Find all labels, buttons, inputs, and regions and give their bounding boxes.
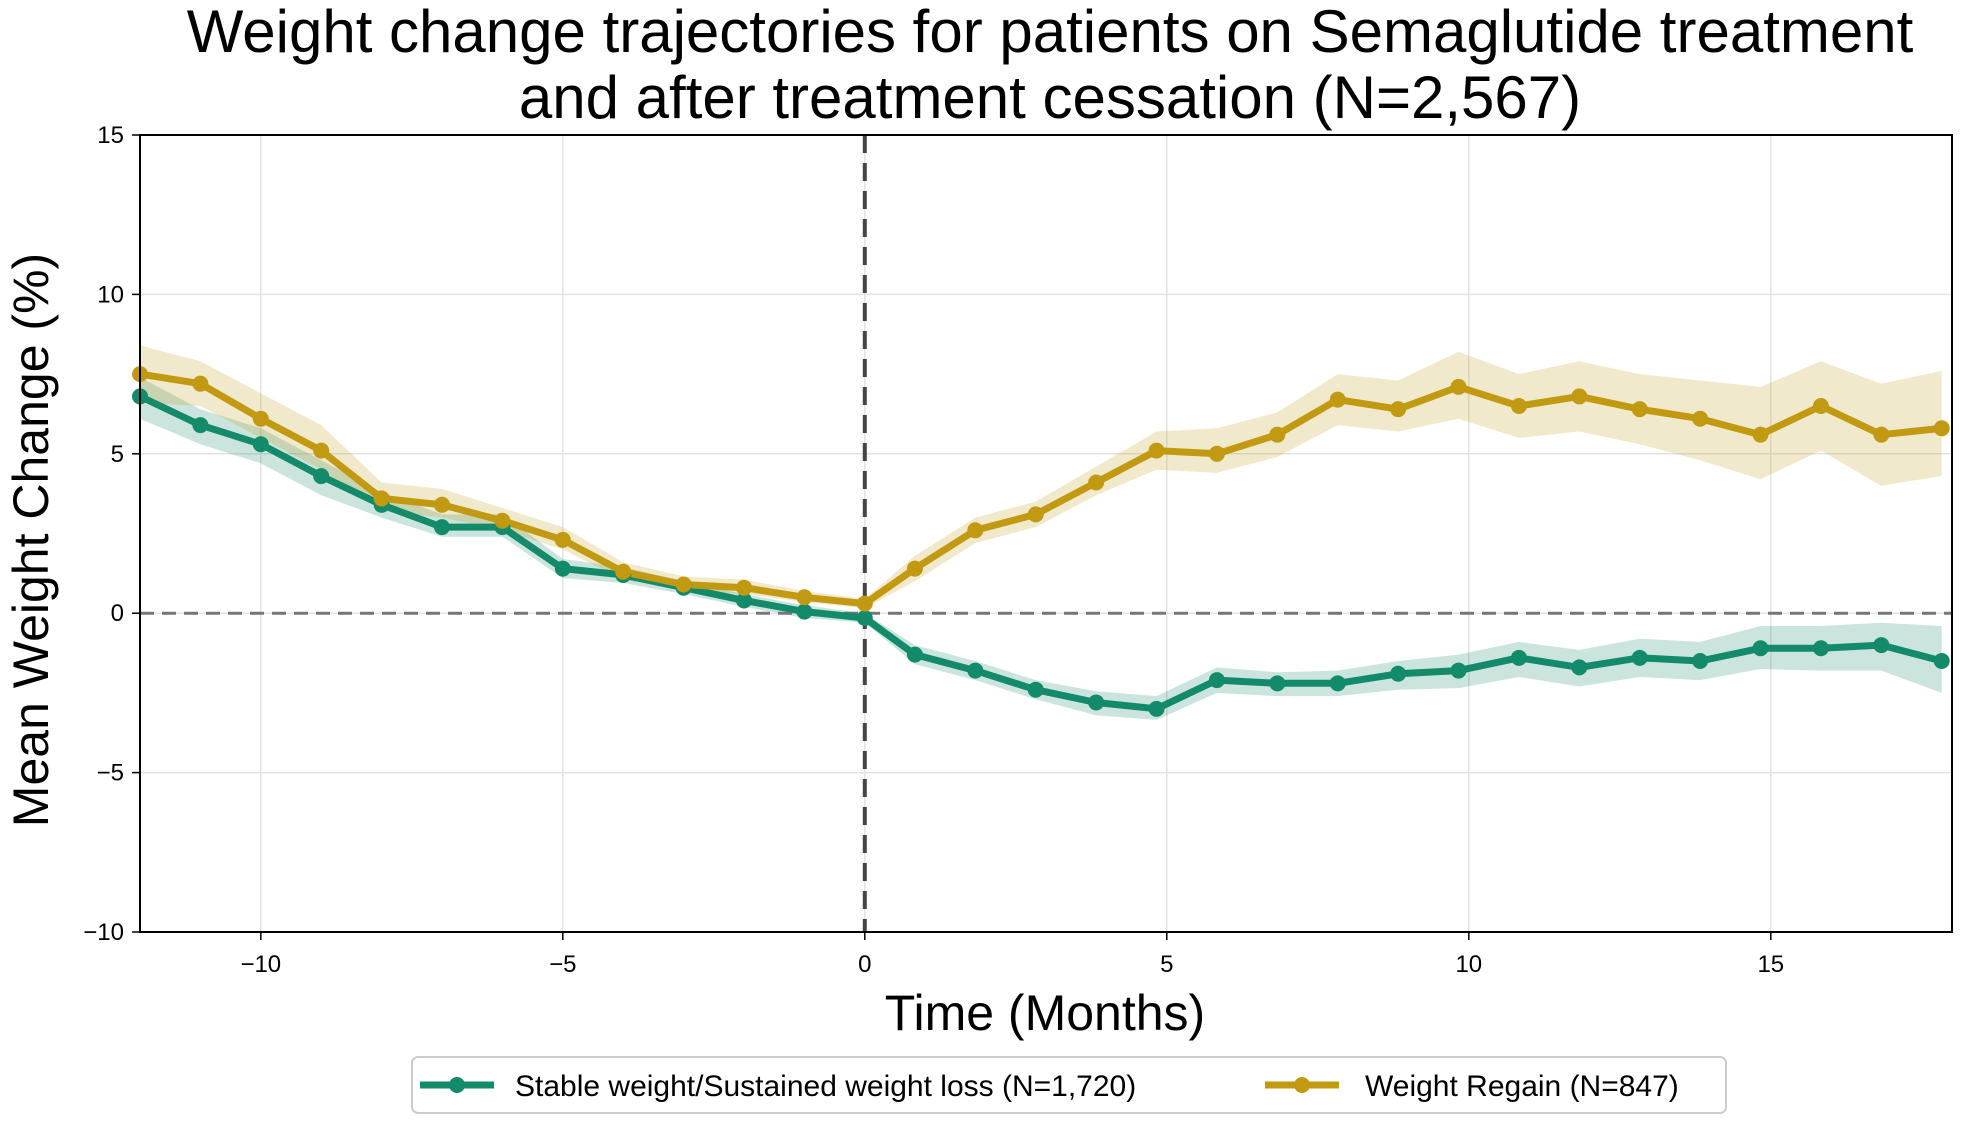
- point-stable-10: [736, 592, 752, 609]
- point-regain-29: [1873, 426, 1890, 443]
- x-tick-label-5: 15: [1757, 951, 1784, 978]
- chart-title-line-1: Weight change trajectories for patients …: [187, 0, 1914, 65]
- point-regain-21: [1390, 401, 1407, 418]
- x-tick-label-0: −10: [240, 951, 281, 978]
- point-stable-23: [1510, 649, 1527, 666]
- point-stable-21: [1390, 665, 1407, 682]
- grid-lines: [140, 134, 1952, 933]
- point-stable-20: [1329, 675, 1346, 692]
- legend-label-regain: Weight Regain (N=847): [1365, 1070, 1679, 1103]
- y-tick-label-4: 10: [97, 281, 124, 308]
- legend: Stable weight/Sustained weight loss (N=1…: [411, 1056, 1727, 1114]
- point-regain-17: [1148, 442, 1165, 459]
- y-tick-label-0: −10: [83, 919, 124, 946]
- point-regain-18: [1208, 445, 1225, 462]
- point-stable-13: [906, 646, 923, 663]
- point-stable-30: [1933, 653, 1950, 670]
- y-axis-ticks: −10 −5 0 5 10 15: [83, 122, 140, 946]
- point-stable-29: [1873, 637, 1890, 654]
- y-tick-label-3: 5: [111, 441, 124, 468]
- x-tick-label-2: 0: [858, 951, 871, 978]
- x-axis-label: Time (Months): [885, 985, 1205, 1041]
- point-regain-1: [192, 375, 209, 392]
- point-regain-27: [1752, 426, 1769, 443]
- point-regain-15: [1027, 506, 1044, 523]
- x-tick-label-1: −5: [549, 951, 576, 978]
- y-tick-label-1: −5: [97, 760, 124, 787]
- point-regain-4: [373, 490, 390, 507]
- point-regain-26: [1692, 410, 1709, 427]
- point-regain-16: [1088, 474, 1105, 491]
- y-tick-label-2: 0: [111, 600, 124, 627]
- point-regain-3: [313, 442, 330, 459]
- point-stable-28: [1812, 640, 1829, 657]
- point-stable-16: [1088, 694, 1105, 711]
- point-regain-8: [615, 563, 632, 580]
- point-stable-11: [796, 603, 813, 620]
- point-stable-17: [1148, 700, 1165, 717]
- point-regain-23: [1510, 397, 1527, 414]
- point-regain-5: [434, 496, 450, 513]
- point-stable-12: [856, 609, 873, 626]
- y-axis-label: Mean Weight Change (%): [3, 253, 59, 827]
- point-stable-5: [434, 519, 450, 536]
- point-regain-10: [736, 579, 752, 596]
- point-regain-19: [1269, 426, 1286, 443]
- point-regain-24: [1571, 388, 1588, 405]
- point-regain-22: [1450, 378, 1467, 395]
- reference-lines: [140, 135, 1952, 932]
- point-stable-27: [1752, 640, 1769, 657]
- legend-swatch-stable-marker: [449, 1077, 465, 1093]
- confidence-bands: [140, 345, 1942, 720]
- x-tick-label-4: 10: [1455, 951, 1482, 978]
- point-regain-13: [906, 560, 923, 577]
- point-stable-14: [967, 662, 984, 679]
- point-regain-28: [1812, 397, 1829, 414]
- point-stable-24: [1571, 659, 1588, 676]
- y-tick-label-5: 15: [97, 122, 124, 149]
- point-stable-7: [554, 560, 571, 577]
- plot-frame: [139, 134, 1953, 933]
- point-stable-26: [1692, 653, 1709, 670]
- point-regain-30: [1933, 420, 1950, 437]
- series-points: [132, 366, 1950, 717]
- point-regain-9: [675, 576, 692, 593]
- legend-box: [411, 1056, 1727, 1114]
- legend-label-stable: Stable weight/Sustained weight loss (N=1…: [515, 1070, 1136, 1103]
- point-regain-20: [1329, 391, 1346, 408]
- point-stable-25: [1631, 649, 1648, 666]
- point-regain-7: [554, 531, 571, 548]
- point-stable-15: [1027, 681, 1044, 698]
- point-regain-2: [252, 410, 269, 427]
- x-axis-ticks: −10 −5 0 5 10 15: [240, 932, 1784, 978]
- point-regain-6: [494, 512, 511, 529]
- point-stable-3: [313, 468, 330, 485]
- point-regain-14: [967, 522, 984, 539]
- point-stable-19: [1269, 675, 1286, 692]
- point-stable-2: [252, 436, 269, 453]
- chart-title-line-2: and after treatment cessation (N=2,567): [519, 64, 1581, 131]
- point-regain-11: [796, 589, 813, 606]
- point-regain-25: [1631, 401, 1648, 418]
- point-stable-22: [1450, 662, 1467, 679]
- point-regain-12: [856, 595, 873, 612]
- band-regain: [140, 345, 1942, 609]
- x-tick-label-3: 5: [1160, 951, 1173, 978]
- legend-swatch-regain-marker: [1294, 1077, 1310, 1093]
- point-stable-1: [192, 417, 209, 434]
- point-stable-18: [1208, 672, 1225, 689]
